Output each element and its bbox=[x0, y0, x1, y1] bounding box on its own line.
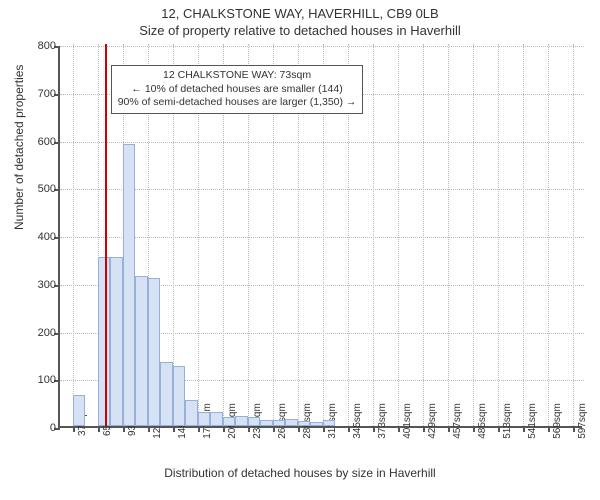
vgridline bbox=[498, 44, 499, 426]
xtick-label: 597sqm bbox=[577, 403, 588, 439]
histogram-bar bbox=[260, 420, 273, 426]
xtick-label: 345sqm bbox=[352, 403, 363, 439]
address-title: 12, CHALKSTONE WAY, HAVERHILL, CB9 0LB bbox=[0, 6, 600, 21]
vgridline bbox=[548, 44, 549, 426]
annotation-line2: ← 10% of detached houses are smaller (14… bbox=[118, 83, 357, 97]
histogram-bar bbox=[185, 400, 198, 426]
xtick-mark bbox=[573, 426, 575, 432]
xtick-label: 401sqm bbox=[402, 403, 413, 439]
xtick-label: 569sqm bbox=[552, 403, 563, 439]
ytick-label: 300 bbox=[22, 279, 56, 291]
xtick-mark bbox=[148, 426, 150, 432]
histogram-bar bbox=[148, 278, 161, 426]
histogram-bar bbox=[123, 144, 136, 426]
histogram-bar bbox=[210, 412, 223, 426]
xtick-mark bbox=[248, 426, 250, 432]
x-axis-label: Distribution of detached houses by size … bbox=[0, 466, 600, 480]
histogram-bar bbox=[235, 416, 248, 427]
xtick-mark bbox=[423, 426, 425, 432]
vgridline bbox=[473, 44, 474, 426]
xtick-mark bbox=[123, 426, 125, 432]
xtick-label: 513sqm bbox=[502, 403, 513, 439]
annotation-box: 12 CHALKSTONE WAY: 73sqm← 10% of detache… bbox=[111, 65, 364, 114]
xtick-mark bbox=[223, 426, 225, 432]
chart-area: 010020030040050060070080037sqm65sqm93sqm… bbox=[58, 46, 582, 428]
ytick-label: 400 bbox=[22, 231, 56, 243]
annotation-line1: 12 CHALKSTONE WAY: 73sqm bbox=[118, 69, 357, 83]
ytick-label: 600 bbox=[22, 136, 56, 148]
annotation-line3: 90% of semi-detached houses are larger (… bbox=[118, 96, 357, 110]
histogram-bar bbox=[160, 362, 173, 426]
xtick-mark bbox=[273, 426, 275, 432]
xtick-mark bbox=[98, 426, 100, 432]
vgridline bbox=[373, 44, 374, 426]
histogram-bar bbox=[223, 417, 236, 426]
xtick-label: 485sqm bbox=[477, 403, 488, 439]
histogram-bar bbox=[73, 395, 86, 426]
xtick-label: 457sqm bbox=[452, 403, 463, 439]
ytick-label: 700 bbox=[22, 88, 56, 100]
vgridline bbox=[448, 44, 449, 426]
vgridline bbox=[423, 44, 424, 426]
xtick-mark bbox=[298, 426, 300, 432]
chart-subtitle: Size of property relative to detached ho… bbox=[0, 23, 600, 38]
histogram-bar bbox=[310, 422, 323, 426]
ytick-label: 500 bbox=[22, 183, 56, 195]
xtick-label: 429sqm bbox=[427, 403, 438, 439]
plot-region: 010020030040050060070080037sqm65sqm93sqm… bbox=[58, 46, 582, 428]
histogram-bar bbox=[173, 366, 186, 426]
xtick-mark bbox=[173, 426, 175, 432]
vgridline bbox=[398, 44, 399, 426]
xtick-mark bbox=[548, 426, 550, 432]
xtick-mark bbox=[198, 426, 200, 432]
xtick-mark bbox=[398, 426, 400, 432]
histogram-bar bbox=[135, 276, 148, 426]
histogram-bar bbox=[248, 417, 261, 426]
vgridline bbox=[523, 44, 524, 426]
xtick-label: 541sqm bbox=[527, 403, 538, 439]
xtick-mark bbox=[373, 426, 375, 432]
ytick-label: 200 bbox=[22, 327, 56, 339]
xtick-mark bbox=[473, 426, 475, 432]
xtick-mark bbox=[448, 426, 450, 432]
histogram-bar bbox=[110, 257, 123, 427]
histogram-bar bbox=[285, 419, 298, 426]
histogram-bar bbox=[298, 421, 311, 426]
xtick-mark bbox=[73, 426, 75, 432]
xtick-mark bbox=[348, 426, 350, 432]
xtick-mark bbox=[498, 426, 500, 432]
histogram-bar bbox=[273, 420, 286, 426]
xtick-mark bbox=[323, 426, 325, 432]
ytick-label: 800 bbox=[22, 40, 56, 52]
vgridline bbox=[73, 44, 74, 426]
ytick-label: 100 bbox=[22, 374, 56, 386]
reference-line bbox=[105, 44, 107, 426]
histogram-bar bbox=[198, 412, 211, 426]
xtick-mark bbox=[523, 426, 525, 432]
vgridline bbox=[573, 44, 574, 426]
histogram-bar bbox=[323, 420, 336, 426]
ytick-label: 0 bbox=[22, 422, 56, 434]
xtick-label: 373sqm bbox=[377, 403, 388, 439]
